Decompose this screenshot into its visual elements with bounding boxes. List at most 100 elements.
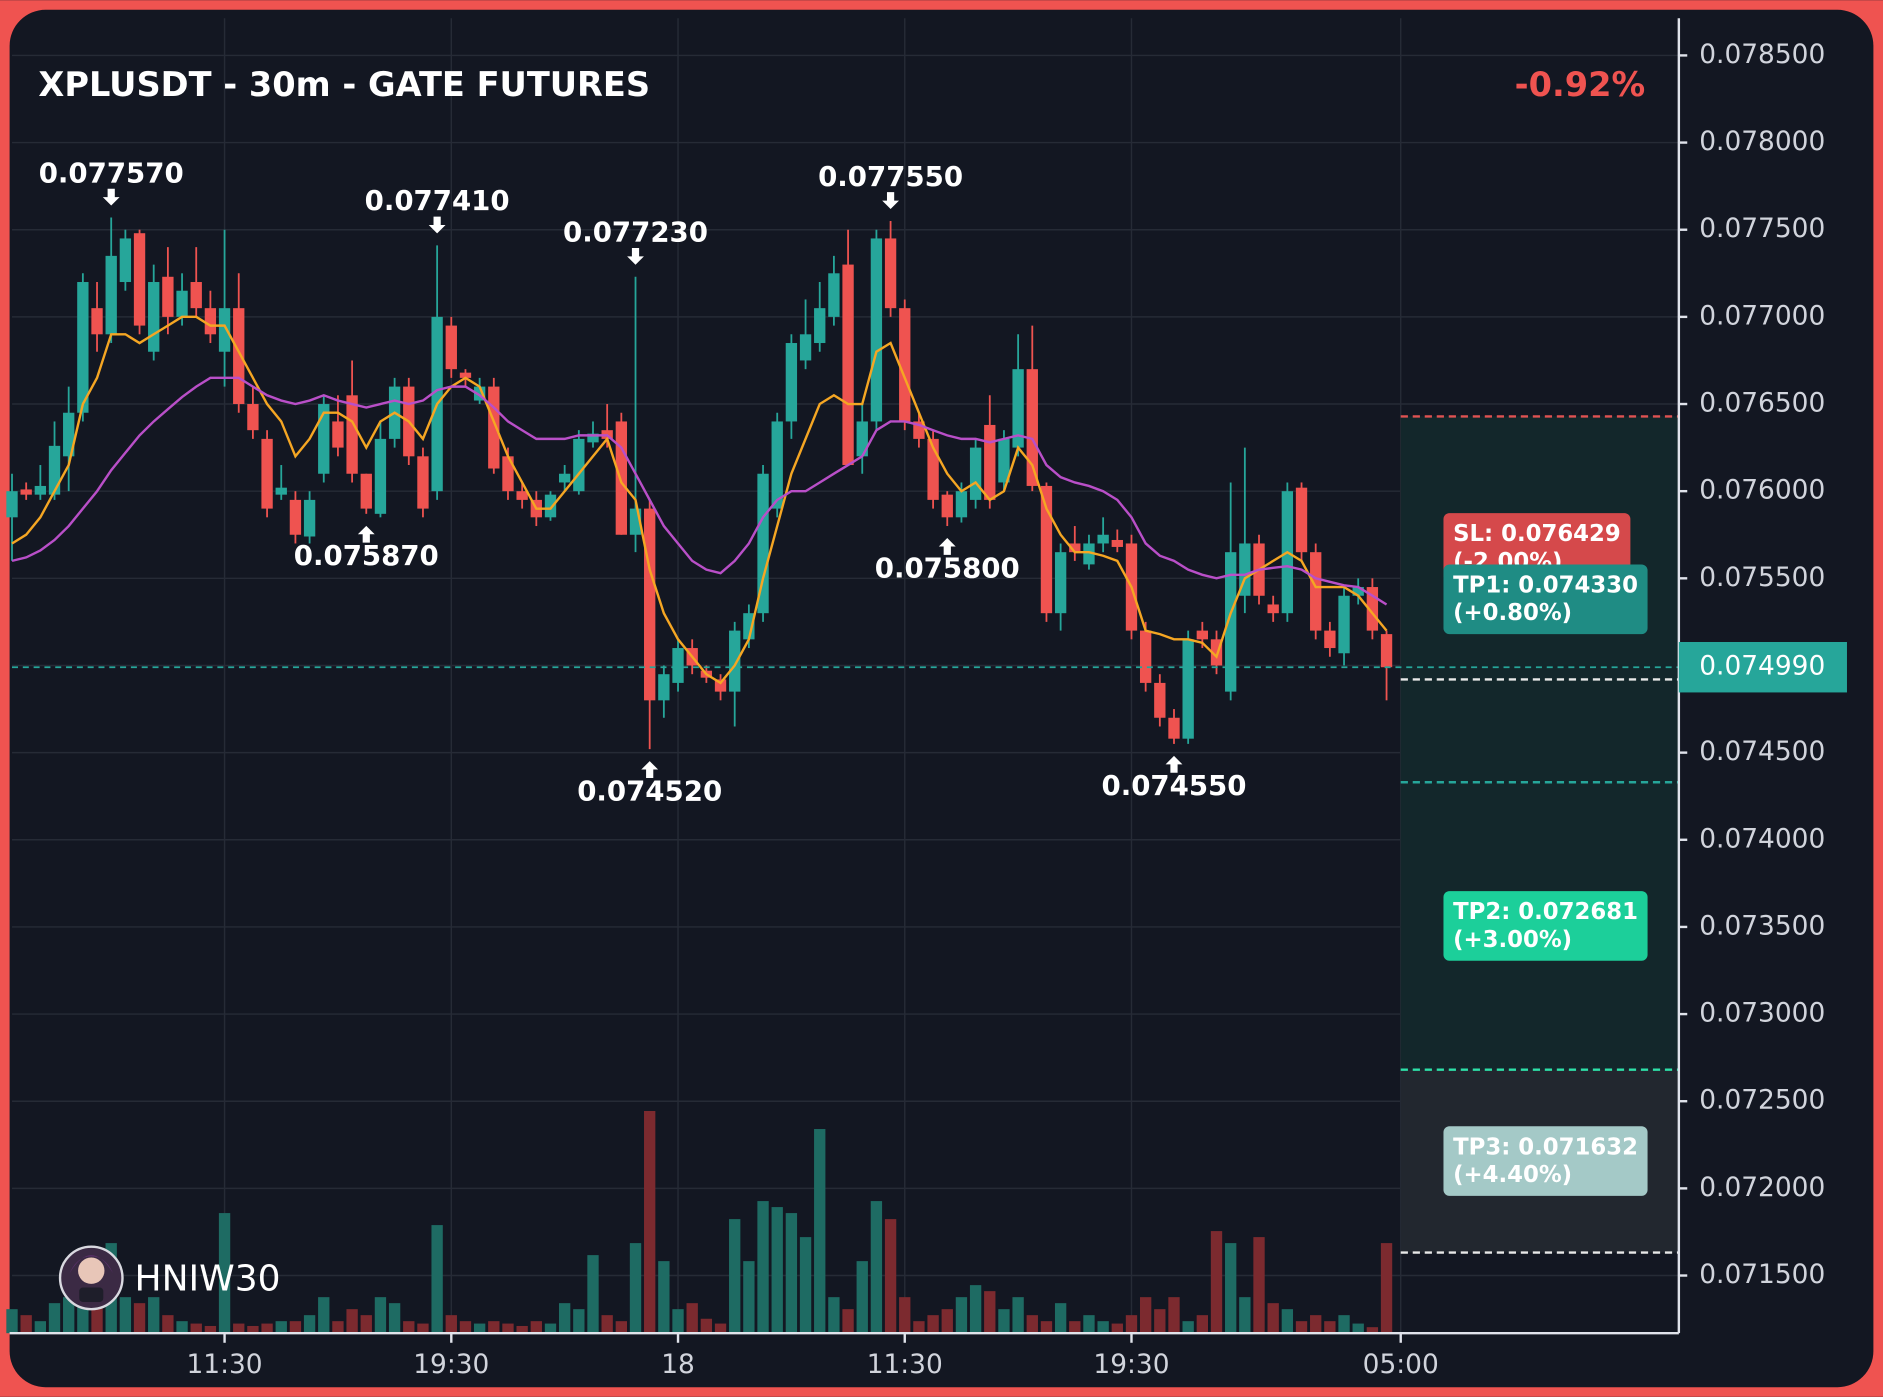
- last-price-tag: [1678, 641, 1847, 693]
- volume-bar: [1154, 1309, 1166, 1334]
- volume-bar: [1338, 1315, 1350, 1334]
- candle-body: [176, 290, 188, 317]
- volume-bar: [984, 1291, 996, 1334]
- volume-bar: [884, 1219, 897, 1334]
- pivot-label: 0.077550: [818, 160, 963, 193]
- candle-body: [729, 630, 741, 692]
- y-tick-label: 0.074500: [1699, 736, 1825, 767]
- volume-bar: [289, 1321, 302, 1334]
- candle-body: [63, 412, 75, 457]
- volume-bar: [275, 1321, 287, 1334]
- volume-bar: [20, 1315, 32, 1334]
- level-label-box: [1443, 891, 1648, 961]
- candle-body: [1196, 630, 1209, 640]
- pivots: 0.077570 0.075870 0.077410 0.077230 0.074520…: [39, 156, 1247, 807]
- candle-body: [1338, 595, 1350, 654]
- level-label: TP2: 0.072681: [1453, 899, 1638, 925]
- candle-body: [204, 308, 217, 335]
- candle-body: [233, 308, 245, 405]
- volume: [6, 1111, 1393, 1334]
- levels: SL: 0.076429(-2.00%)TP1: 0.074330(+0.80%…: [12, 415, 1679, 1254]
- candle-body: [218, 308, 231, 352]
- candle-body: [842, 264, 854, 466]
- volume-bar: [162, 1315, 174, 1334]
- pivot-arrow: [627, 247, 644, 265]
- candle-body: [247, 404, 259, 431]
- level-label-box: [1443, 1126, 1648, 1196]
- candle-body: [558, 473, 571, 483]
- level-label: (+3.00%): [1453, 927, 1572, 953]
- candle-body: [856, 421, 868, 457]
- x-tick-label: 19:30: [1093, 1349, 1169, 1380]
- volume-bar: [233, 1323, 245, 1334]
- volume-bar: [799, 1237, 812, 1334]
- volume-bar: [1239, 1297, 1251, 1334]
- y-tick-label: 0.073000: [1699, 998, 1825, 1029]
- volume-bar: [658, 1261, 670, 1334]
- candle-body: [785, 343, 798, 422]
- volume-bar: [1253, 1237, 1265, 1334]
- volume-bar: [1196, 1315, 1209, 1334]
- candle-body: [884, 238, 897, 309]
- volume-bar: [63, 1297, 75, 1334]
- volume-bar: [1040, 1321, 1053, 1334]
- volume-bar: [785, 1213, 798, 1334]
- candle-body: [133, 233, 146, 326]
- pivot-label: 0.074520: [577, 774, 722, 807]
- candle-body: [1083, 543, 1095, 565]
- level-label-box: [1443, 564, 1648, 635]
- candle-body: [955, 491, 968, 518]
- candle-body: [1154, 682, 1166, 718]
- candle-body: [1324, 630, 1336, 649]
- volume-bar: [771, 1207, 783, 1334]
- candle-body: [870, 238, 883, 422]
- volume-bar: [1182, 1321, 1194, 1334]
- candle-body: [969, 447, 982, 500]
- volume-bar: [1267, 1303, 1279, 1334]
- moving-averages: [11, 315, 1388, 685]
- pivot-arrow: [641, 761, 659, 778]
- volume-bar: [417, 1323, 429, 1334]
- axes: 0.071500 0.072000 0.072500 0.073000 0.073500…: [9, 18, 1847, 1380]
- volume-bar: [247, 1325, 259, 1334]
- candle-body: [615, 421, 628, 535]
- candle-body: [757, 473, 769, 614]
- watermark: HNIW30: [58, 1245, 281, 1311]
- volume-bar: [261, 1323, 273, 1334]
- volume-bar: [941, 1309, 953, 1334]
- volume-bar: [573, 1309, 585, 1334]
- volume-bar: [1324, 1321, 1336, 1334]
- volume-bar: [1310, 1315, 1322, 1334]
- candle-body: [1111, 539, 1123, 547]
- candle-body: [644, 508, 656, 701]
- candle-body: [105, 255, 117, 335]
- volume-bar: [998, 1309, 1010, 1334]
- volume-bar: [558, 1303, 571, 1334]
- candle-body: [1352, 587, 1364, 596]
- volume-bar: [615, 1321, 628, 1334]
- candle-body: [318, 404, 330, 474]
- volume-bar: [1069, 1321, 1081, 1334]
- volume-bar: [34, 1321, 47, 1334]
- volume-bar: [729, 1219, 741, 1334]
- volume-bar: [1352, 1323, 1364, 1334]
- x-tick-label: 18: [661, 1349, 695, 1380]
- x-tick-label: 11:30: [867, 1349, 943, 1380]
- volume-bar: [473, 1323, 486, 1334]
- candle-body: [658, 674, 670, 701]
- volume-bar: [318, 1297, 330, 1334]
- volume-bar: [629, 1243, 642, 1334]
- candle-body: [488, 386, 500, 469]
- y-tick-label: 0.072000: [1699, 1172, 1825, 1203]
- y-tick-label: 0.071500: [1699, 1259, 1825, 1290]
- volume-bar: [927, 1315, 939, 1334]
- candle-body: [1310, 552, 1322, 631]
- candle-body: [374, 438, 387, 514]
- avatar-face: [78, 1257, 105, 1284]
- volume-bar: [644, 1111, 656, 1334]
- candle-body: [1295, 487, 1308, 553]
- volume-bar: [176, 1321, 188, 1334]
- volume-bar: [374, 1297, 387, 1334]
- x-tick-label: 11:30: [187, 1349, 263, 1380]
